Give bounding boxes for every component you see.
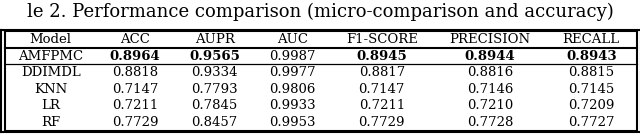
Text: LR: LR (42, 99, 60, 112)
Text: ACC: ACC (120, 33, 150, 46)
Text: 0.9933: 0.9933 (269, 99, 316, 112)
Text: 0.7728: 0.7728 (467, 116, 513, 129)
Text: F1-SCORE: F1-SCORE (346, 33, 418, 46)
Text: 0.7145: 0.7145 (568, 83, 614, 96)
Text: RF: RF (41, 116, 60, 129)
Text: 0.9806: 0.9806 (269, 83, 316, 96)
Text: DDIMDL: DDIMDL (21, 66, 81, 79)
Text: 0.7210: 0.7210 (467, 99, 513, 112)
Text: 0.9565: 0.9565 (189, 50, 240, 63)
Text: 0.7147: 0.7147 (358, 83, 405, 96)
Text: 0.9987: 0.9987 (269, 50, 316, 63)
Text: 0.9977: 0.9977 (269, 66, 316, 79)
Text: 0.8945: 0.8945 (356, 50, 407, 63)
Text: RECALL: RECALL (563, 33, 620, 46)
Text: 0.8944: 0.8944 (465, 50, 515, 63)
Text: 0.7209: 0.7209 (568, 99, 614, 112)
Text: 0.7146: 0.7146 (467, 83, 513, 96)
Text: Model: Model (29, 33, 72, 46)
Text: 0.7729: 0.7729 (112, 116, 159, 129)
Text: 0.8816: 0.8816 (467, 66, 513, 79)
Text: 0.7727: 0.7727 (568, 116, 614, 129)
Text: 0.8943: 0.8943 (566, 50, 616, 63)
Text: 0.8964: 0.8964 (110, 50, 161, 63)
Text: 0.7729: 0.7729 (358, 116, 405, 129)
Text: PRECISION: PRECISION (449, 33, 531, 46)
Text: 0.7793: 0.7793 (191, 83, 238, 96)
Text: 0.7211: 0.7211 (112, 99, 158, 112)
Text: 0.7845: 0.7845 (191, 99, 237, 112)
Text: 0.8457: 0.8457 (191, 116, 237, 129)
Text: 0.8815: 0.8815 (568, 66, 614, 79)
Text: 0.9953: 0.9953 (269, 116, 316, 129)
Text: KNN: KNN (34, 83, 67, 96)
Text: AUC: AUC (276, 33, 308, 46)
Text: AMFPMC: AMFPMC (18, 50, 83, 63)
Text: le 2. Performance comparison (micro-comparison and accuracy): le 2. Performance comparison (micro-comp… (27, 3, 613, 21)
Text: 0.7211: 0.7211 (358, 99, 405, 112)
Text: 0.8818: 0.8818 (112, 66, 158, 79)
Text: 0.8817: 0.8817 (358, 66, 405, 79)
Text: 0.7147: 0.7147 (112, 83, 158, 96)
Text: 0.9334: 0.9334 (191, 66, 238, 79)
Text: AUPR: AUPR (195, 33, 234, 46)
